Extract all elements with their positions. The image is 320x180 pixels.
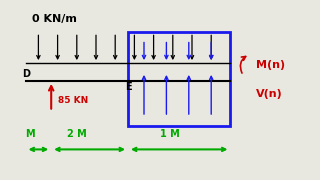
Text: E: E xyxy=(125,82,132,92)
Text: 0 KN/m: 0 KN/m xyxy=(32,14,77,24)
Text: 1 M: 1 M xyxy=(160,129,180,139)
Text: 2 M: 2 M xyxy=(67,129,87,139)
Text: V(n): V(n) xyxy=(256,89,283,99)
Text: 85 KN: 85 KN xyxy=(58,96,88,105)
Text: D: D xyxy=(22,69,30,78)
Text: M: M xyxy=(26,129,35,139)
Text: M(n): M(n) xyxy=(256,60,285,70)
